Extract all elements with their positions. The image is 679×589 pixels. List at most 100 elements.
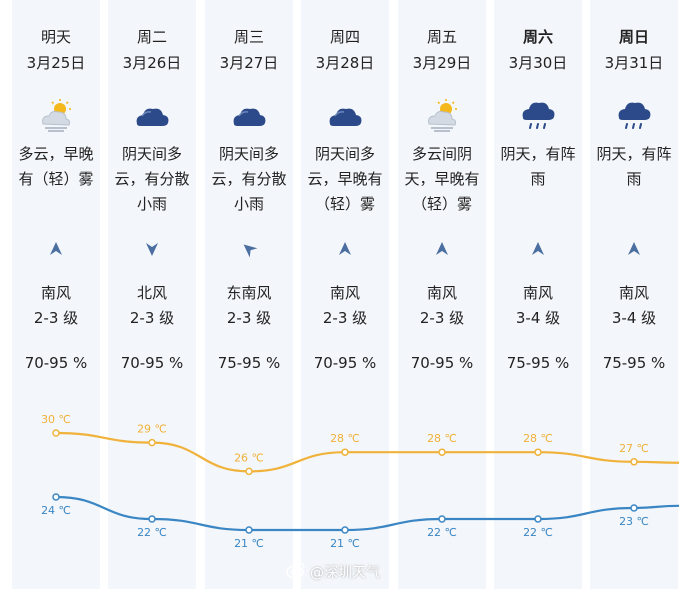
- low-temperature-point: [534, 515, 542, 523]
- rain-cloud-icon: [614, 98, 654, 134]
- wind-direction: 南风: [40, 284, 71, 302]
- day-label: 周日: [618, 28, 649, 46]
- wind-direction: 南风: [522, 284, 553, 302]
- watermark-text: @深圳天气: [310, 565, 380, 581]
- low-temperature-label: 23 ℃: [619, 515, 649, 528]
- low-temperature-point: [52, 493, 60, 501]
- wind-direction-arrow-icon: [433, 240, 451, 258]
- high-temperature-point: [630, 458, 638, 466]
- day-label: 周二: [136, 28, 167, 46]
- low-temperature-point: [438, 515, 446, 523]
- weather-description-line: （轻）雾: [314, 195, 375, 213]
- high-temperature-label: 26 ℃: [234, 451, 264, 464]
- weather-description-line: 多云间阴: [411, 145, 472, 163]
- wind-level: 3-4 级: [611, 309, 657, 327]
- wind-level: 2-3 级: [322, 309, 368, 327]
- partly-cloudy-fog-icon: [36, 98, 76, 134]
- wind-level: 3-4 级: [515, 309, 561, 327]
- weather-description-line: 雨: [626, 170, 642, 188]
- weather-description-line: 阴天间多: [218, 145, 279, 163]
- wind-direction: 南风: [329, 284, 360, 302]
- low-temperature-label: 21 ℃: [234, 537, 264, 550]
- low-temperature-label: 21 ℃: [330, 537, 360, 550]
- weather-description-line: 阴天，有阵: [500, 145, 576, 163]
- day-label: 明天: [40, 28, 71, 46]
- wind-direction: 北风: [136, 284, 167, 302]
- date-label: 3月29日: [412, 54, 472, 72]
- low-temperature-point: [630, 504, 638, 512]
- weather-description: 多云间阴天，早晚有 （轻）雾: [398, 142, 486, 217]
- weather-description-line: 阴天间多: [314, 145, 375, 163]
- weather-description-line: 小雨: [233, 195, 264, 213]
- weather-description: 阴天间多云，早晚有 （轻）雾: [301, 142, 389, 217]
- date-label: 3月25日: [26, 54, 86, 72]
- weather-description-line: 阴天，有阵: [596, 145, 672, 163]
- wind-direction-arrow-icon: [625, 240, 643, 258]
- high-temperature-label: 30 ℃: [41, 413, 71, 426]
- cloudy-icon: [325, 98, 365, 134]
- high-temperature-label: 27 ℃: [619, 442, 649, 455]
- wind-direction-arrow-icon: [47, 240, 65, 258]
- humidity: 70-95 %: [313, 354, 377, 372]
- day-label: 周四: [329, 28, 360, 46]
- weather-description: 多云，早晚 有（轻）雾: [12, 142, 100, 192]
- wind-level: 2-3 级: [419, 309, 465, 327]
- wind-direction-arrow-icon: [240, 240, 258, 258]
- weather-description-line: 云，早晚有: [307, 170, 383, 188]
- rain-cloud-icon: [518, 98, 558, 134]
- date-label: 3月26日: [122, 54, 182, 72]
- low-temperature-line: [55, 495, 679, 532]
- high-temperature-point: [341, 448, 349, 456]
- forecast-day-column: 周三 3月27日 阴天间多 云，有分散 小雨 东南风 2-3 级 75-95 %: [205, 0, 293, 589]
- weather-description: 阴天，有阵雨: [590, 142, 678, 192]
- low-temperature-label: 22 ℃: [523, 526, 553, 539]
- forecast-day-column: 周日 3月31日 阴天，有阵雨南风 3-4 级 75-95 %: [590, 0, 678, 589]
- high-temperature-label: 28 ℃: [523, 432, 553, 445]
- forecast-day-column: 周五 3月29日 多云间阴 天，早晚有 （轻）雾 南风 2-3 级 70-95 %: [398, 0, 486, 589]
- low-temperature-point: [148, 515, 156, 523]
- forecast-day-column: 明天 3月25日 多云，早晚 有（轻）雾 南风 2-3 级 70-95 %: [12, 0, 100, 589]
- high-temperature-label: 28 ℃: [427, 432, 457, 445]
- cloudy-icon: [132, 98, 172, 134]
- weather-description-line: 多云，早晚: [18, 145, 94, 163]
- day-label: 周三: [233, 28, 264, 46]
- high-temperature-point: [438, 448, 446, 456]
- date-label: 3月28日: [315, 54, 375, 72]
- high-temperature-point: [534, 448, 542, 456]
- partly-cloudy-fog-icon: [422, 98, 462, 134]
- wind-direction: 南风: [618, 284, 649, 302]
- weather-description-line: 雨: [530, 170, 546, 188]
- high-temperature-point: [245, 467, 253, 476]
- wind-direction-arrow-icon: [529, 240, 547, 258]
- weather-description: 阴天间多 云，有分散 小雨: [108, 142, 196, 217]
- wind-direction-arrow-icon: [143, 240, 161, 258]
- day-label: 周五: [426, 28, 457, 46]
- humidity: 70-95 %: [24, 354, 88, 372]
- wind-direction: 东南风: [226, 284, 272, 302]
- high-temperature-point: [52, 429, 60, 437]
- forecast-day-column: 周二 3月26日 阴天间多 云，有分散 小雨北风 2-3 级 70-95 %: [108, 0, 196, 589]
- cloudy-icon: [229, 98, 269, 134]
- forecast-day-column: 周四 3月28日 阴天间多云，早晚有 （轻）雾南风 2-3 级 70-95 %: [301, 0, 389, 589]
- weibo-icon: [286, 561, 306, 583]
- humidity: 70-95 %: [120, 354, 184, 372]
- high-temperature-label: 29 ℃: [137, 423, 167, 436]
- weather-description-line: 天，早晚有: [404, 170, 480, 188]
- day-label: 周六: [522, 28, 553, 46]
- date-label: 3月30日: [508, 54, 568, 72]
- wind-level: 2-3 级: [129, 309, 175, 327]
- weather-description: 阴天，有阵雨: [494, 142, 582, 192]
- low-temperature-label: 22 ℃: [137, 526, 167, 539]
- wind-level: 2-3 级: [226, 309, 272, 327]
- weather-description: 阴天间多 云，有分散 小雨: [205, 142, 293, 217]
- low-temperature-label: 24 ℃: [41, 504, 71, 517]
- humidity: 75-95 %: [506, 354, 570, 372]
- high-temperature-point: [148, 438, 156, 447]
- forecast-day-column: 周六 3月30日 阴天，有阵雨南风 3-4 级 75-95 %: [494, 0, 582, 589]
- low-temperature-label: 22 ℃: [427, 526, 457, 539]
- humidity: 70-95 %: [410, 354, 474, 372]
- date-label: 3月31日: [604, 54, 664, 72]
- weather-description-line: （轻）雾: [411, 195, 472, 213]
- humidity: 75-95 %: [217, 354, 281, 372]
